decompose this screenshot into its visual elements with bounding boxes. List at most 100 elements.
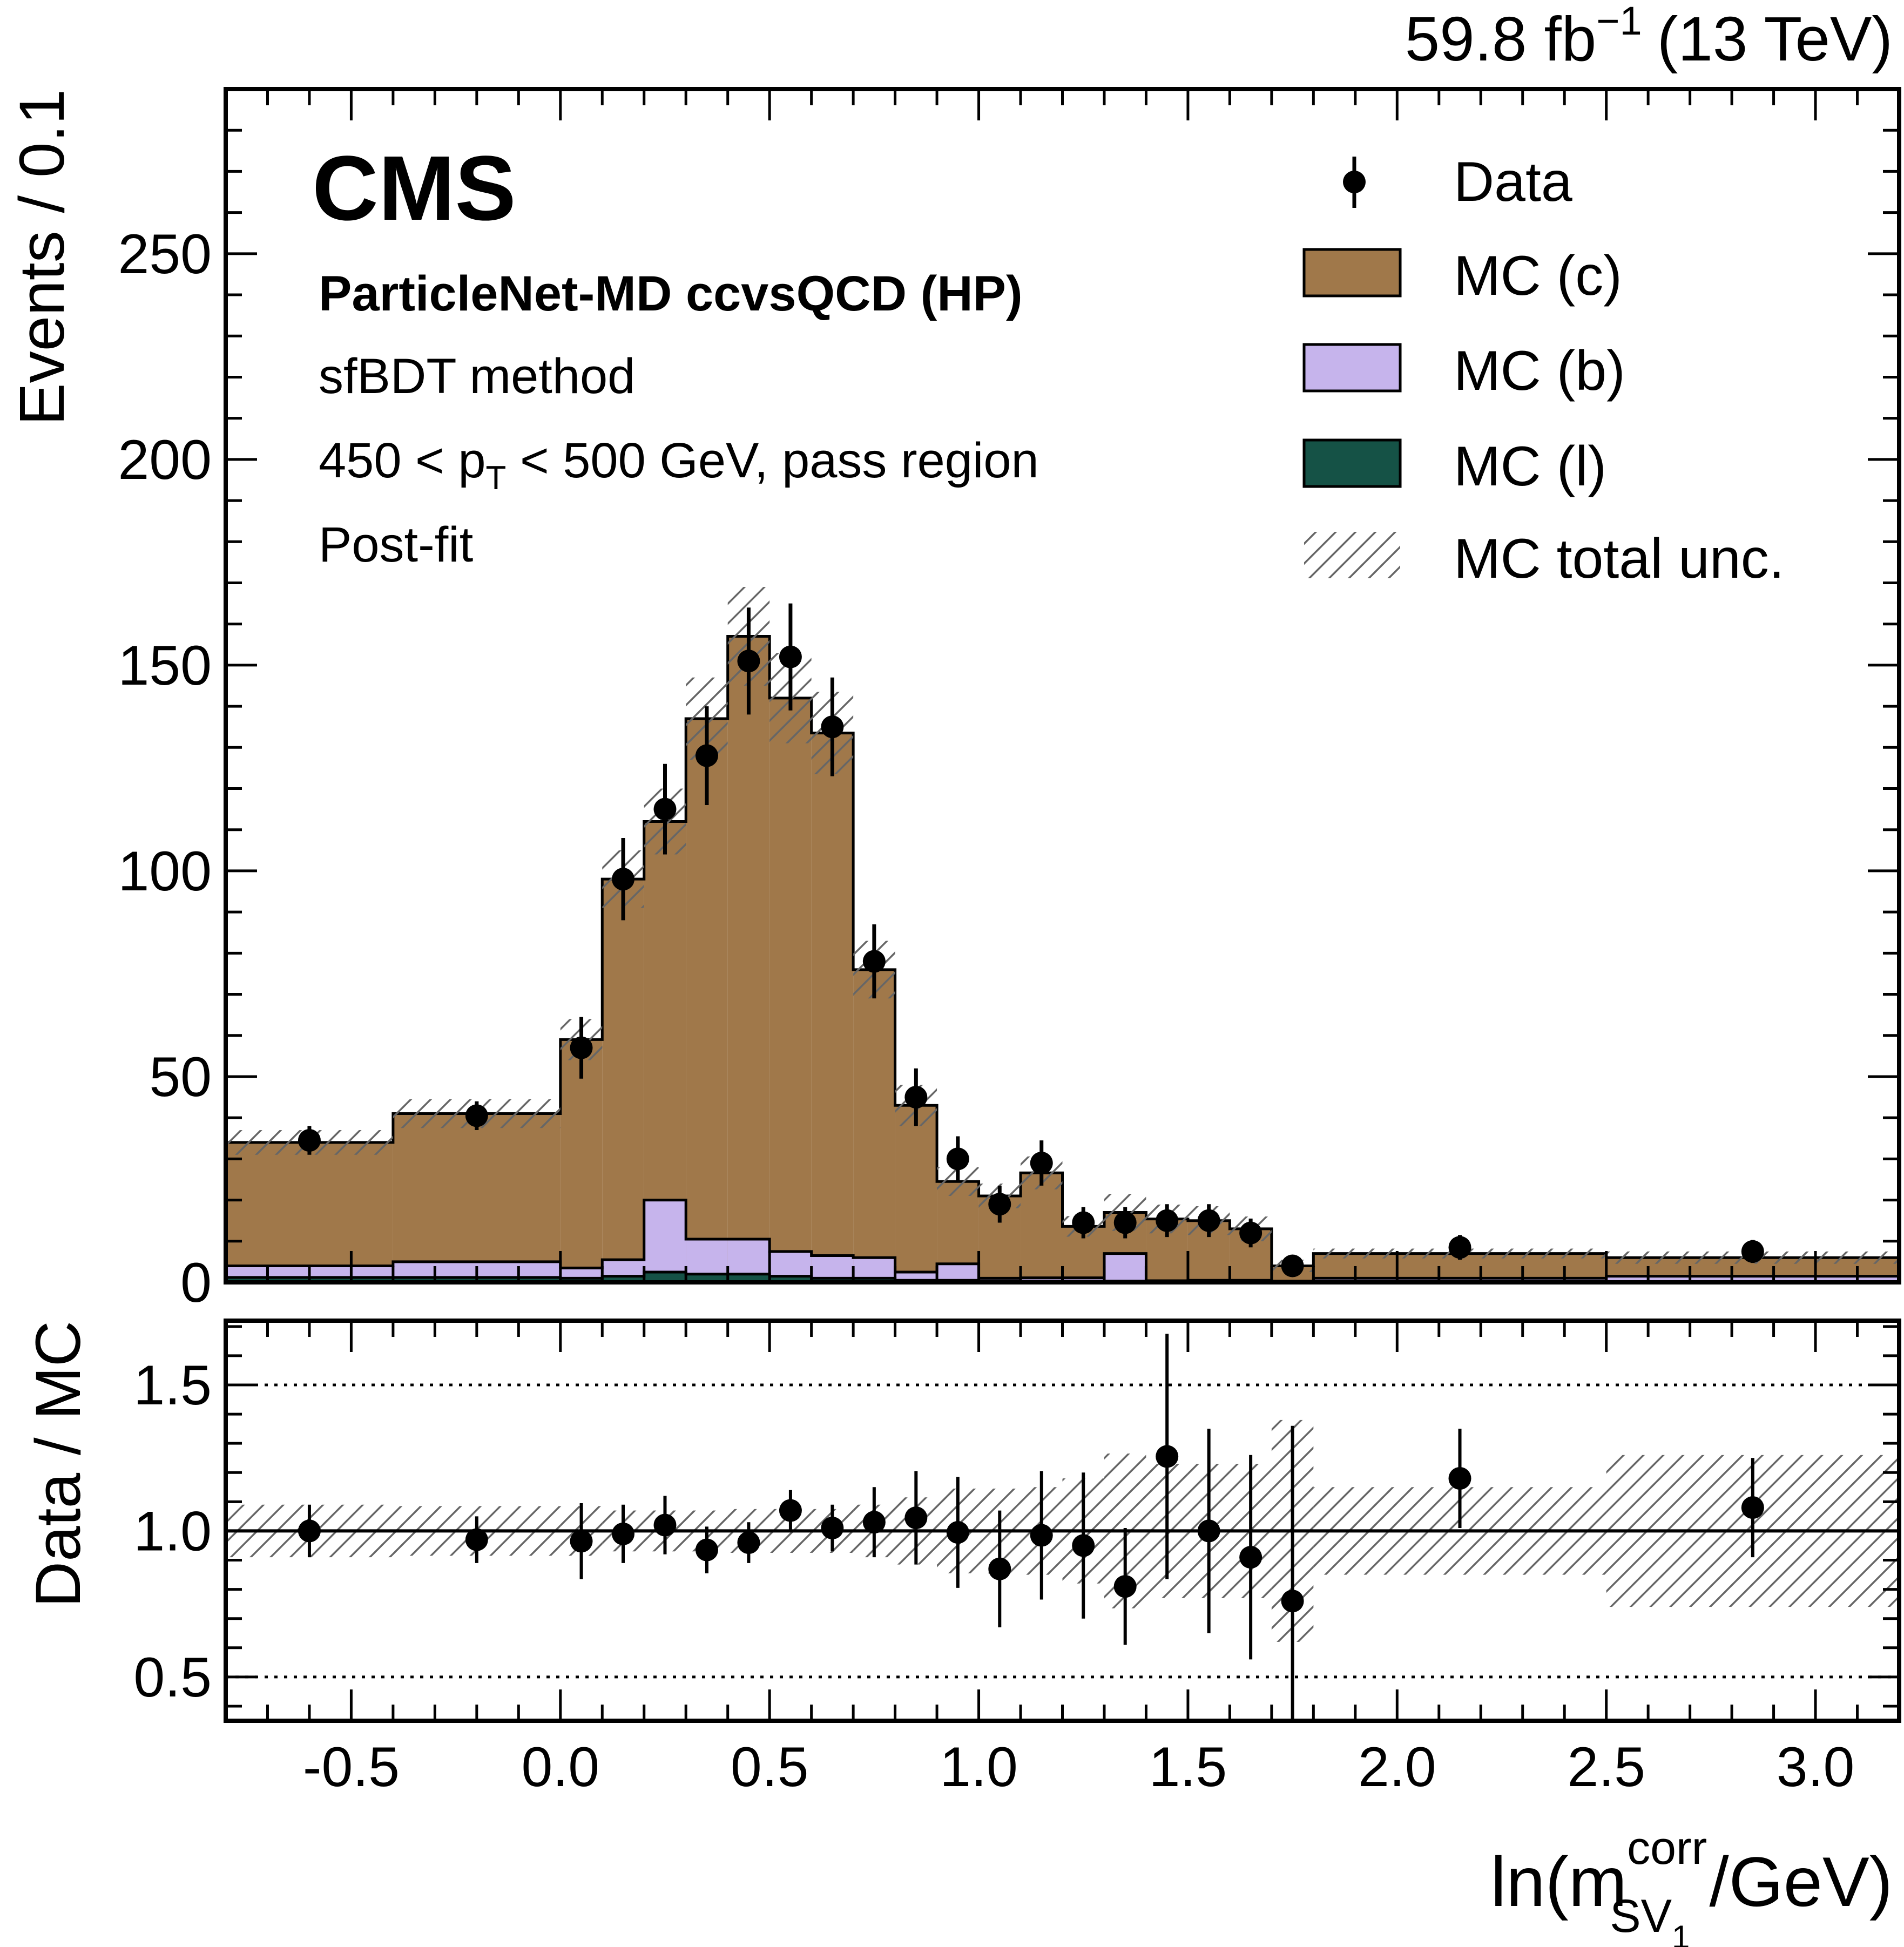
mc-c-bin: [811, 733, 854, 1282]
mc-l-bin: [602, 1276, 644, 1282]
y-axis-label-bottom: Data / MC: [23, 1321, 94, 1607]
legend-entry-mc-unc: MC total unc.: [1304, 528, 1785, 590]
data-point: [1448, 1236, 1471, 1259]
mc-c-bin: [769, 698, 812, 1282]
fit-label: Post-fit: [319, 517, 473, 572]
ratio-point: [1197, 1519, 1220, 1543]
data-points: [298, 603, 1764, 1277]
y-bottom-tick-label: 1.5: [133, 1354, 212, 1417]
data-point: [904, 1086, 928, 1109]
data-point: [465, 1104, 488, 1127]
svg-text:MC (b): MC (b): [1454, 340, 1625, 402]
y-bottom-tick-label: 1.0: [133, 1500, 212, 1563]
x-tick-label: 1.0: [940, 1736, 1018, 1799]
ratio-point: [1239, 1546, 1262, 1569]
y-top-tick-label: 150: [118, 634, 212, 697]
mc-c-bin: [560, 1039, 603, 1282]
data-point: [821, 715, 844, 739]
data-point: [653, 797, 677, 821]
tagger-label: ParticleNet-MD ccvsQCD (HP): [319, 266, 1023, 321]
ratio-point: [988, 1557, 1011, 1580]
y-top-tick-label: 200: [118, 429, 212, 491]
ratio-point: [695, 1538, 718, 1561]
ratio-point: [1741, 1496, 1764, 1519]
svg-text:MC (l): MC (l): [1454, 435, 1606, 498]
data-point: [1281, 1254, 1304, 1277]
data-point: [1197, 1209, 1220, 1232]
x-tick-label: 0.0: [522, 1736, 600, 1799]
data-point: [695, 744, 718, 767]
mc-c-bin: [895, 1105, 937, 1282]
ratio-point: [612, 1522, 635, 1545]
ratio-point: [1072, 1534, 1095, 1557]
data-point: [946, 1147, 969, 1171]
legend: Data MC (c) MC (b) MC (l) MC total unc.: [1302, 151, 1785, 590]
ratio-point: [653, 1513, 677, 1537]
mc-c-bin: [393, 1113, 561, 1282]
legend-entry-mc-b: MC (b): [1302, 340, 1625, 402]
legend-entry-mc-l: MC (l): [1302, 435, 1606, 498]
ratio-point: [1030, 1524, 1053, 1547]
mc-b-bin: [1606, 1276, 1899, 1282]
mc-c-bin: [1021, 1173, 1063, 1282]
mc-l-bin: [644, 1272, 686, 1282]
data-point: [1113, 1211, 1137, 1234]
data-point: [1239, 1221, 1262, 1245]
y-top-tick-label: 0: [180, 1252, 212, 1314]
data-point: [988, 1193, 1011, 1216]
region-label: 450 < pT < 500 GeV, pass region: [319, 433, 1039, 497]
mc-l-bin: [769, 1276, 812, 1282]
svg-text:Data: Data: [1454, 151, 1572, 213]
svg-text:MC (c): MC (c): [1454, 245, 1622, 307]
ratio-reference-lines: [226, 1383, 1899, 1679]
x-tick-label: 2.5: [1567, 1736, 1645, 1799]
ratio-point: [1113, 1575, 1137, 1598]
legend-entry-data: Data: [1343, 151, 1572, 213]
mc-c-bin: [602, 879, 644, 1282]
data-point: [1156, 1209, 1179, 1232]
mc-c-bin: [686, 718, 728, 1282]
ratio-point: [298, 1519, 321, 1543]
lumi-label: 59.8 fb−1 (13 TeV): [1405, 0, 1893, 74]
mc-c-bin: [226, 1142, 393, 1282]
ratio-point: [570, 1530, 593, 1553]
axes: -0.5 0.0 0.5 1.0 1.5 2.0 2.5 3.0 0 50 100 150 200 250…: [118, 87, 1901, 1799]
x-tick-label: 0.5: [731, 1736, 809, 1799]
mc-b-bin: [1104, 1253, 1146, 1282]
y-top-tick-label: 250: [118, 223, 212, 286]
data-point: [779, 645, 802, 668]
x-tick-label: -0.5: [303, 1736, 400, 1799]
ratio-point: [904, 1506, 928, 1530]
ratio-point: [779, 1499, 802, 1522]
mc-c-bin: [853, 969, 895, 1282]
method-label: sfBDT method: [319, 349, 635, 404]
y-top-tick-label: 50: [149, 1046, 212, 1108]
data-point: [737, 650, 760, 673]
legend-entry-mc-c: MC (c): [1302, 245, 1622, 307]
x-axis-label: ln(mcorr SV1 /GeV): [1490, 1822, 1893, 1947]
mc-c-bin: [727, 636, 770, 1282]
data-point: [612, 868, 635, 891]
data-point: [570, 1036, 593, 1059]
data-point: [1072, 1211, 1095, 1234]
ratio-points: [298, 1334, 1764, 1721]
ratio-point: [1448, 1467, 1471, 1490]
ratio-point: [465, 1528, 488, 1551]
ratio-point: [821, 1517, 844, 1540]
mc-b-bin: [644, 1200, 686, 1282]
x-tick-label: 2.0: [1358, 1736, 1436, 1799]
data-point: [1030, 1152, 1053, 1174]
y-bottom-tick-label: 0.5: [133, 1646, 212, 1709]
ratio-point: [1281, 1590, 1304, 1613]
x-tick-label: 3.0: [1777, 1736, 1855, 1799]
data-point: [1741, 1240, 1764, 1263]
y-axis-label-top: Events / 0.1: [6, 89, 78, 425]
ratio-point: [737, 1531, 760, 1554]
data-point: [862, 950, 886, 973]
cms-label: CMS: [312, 137, 516, 240]
x-tick-label: 1.5: [1149, 1736, 1227, 1799]
ratio-point: [946, 1521, 969, 1544]
ratio-point: [862, 1511, 886, 1534]
y-top-tick-label: 100: [118, 840, 212, 903]
ratio-point: [1156, 1445, 1179, 1468]
